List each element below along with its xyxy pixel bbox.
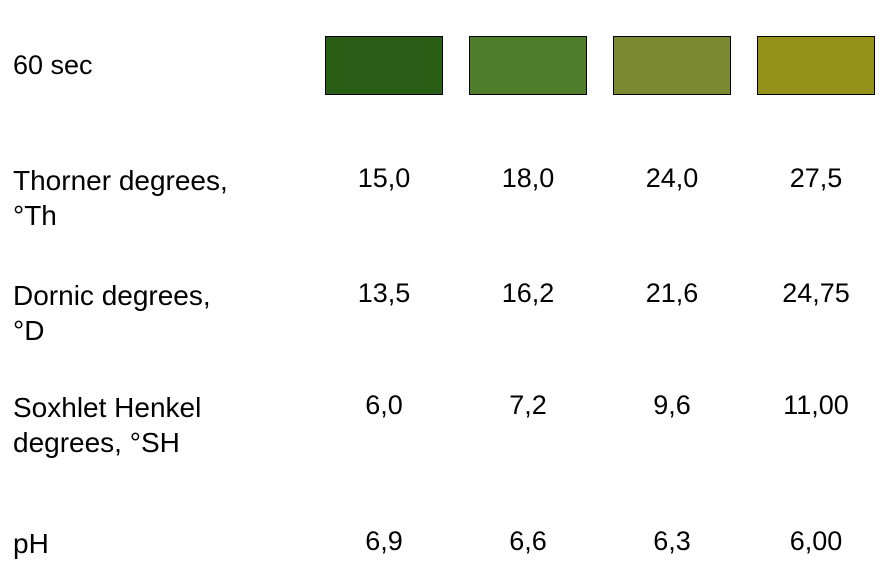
value-cell: 27,5 [789,163,843,193]
value-cell: 6,0 [365,390,403,420]
value-cell: 6,00 [789,526,843,556]
value-cell: 24,75 [782,278,850,308]
value-cell: 9,6 [653,390,691,420]
color-swatch [757,36,875,95]
value-cell: 13,5 [357,278,411,308]
value-cell: 11,00 [783,390,849,420]
value-cell: 6,3 [653,526,691,556]
value-cell: 16,2 [501,278,555,308]
value-cell: 7,2 [509,390,547,420]
row-label: Thorner degrees, °Th [13,165,228,231]
value-cell: 6,6 [509,526,547,556]
value-cell: 18,0 [501,163,555,193]
value-cell: 24,0 [645,163,699,193]
color-swatch [469,36,587,95]
row-label: Dornic degrees, °D [13,280,211,346]
color-swatch [613,36,731,95]
row-label: pH [13,528,49,559]
value-cell: 6,9 [365,526,403,556]
value-cell: 21,6 [645,278,699,308]
time-label: 60 sec [13,50,93,80]
row-label: Soxhlet Henkel degrees, °SH [13,392,202,458]
value-cell: 15,0 [357,163,411,193]
color-swatch [325,36,443,95]
